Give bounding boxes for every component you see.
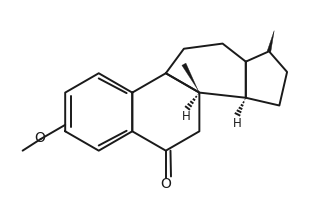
Text: O: O <box>34 131 45 145</box>
Polygon shape <box>182 63 200 93</box>
Text: H: H <box>232 116 241 130</box>
Polygon shape <box>267 31 274 52</box>
Text: H: H <box>182 110 191 123</box>
Text: O: O <box>160 177 171 191</box>
